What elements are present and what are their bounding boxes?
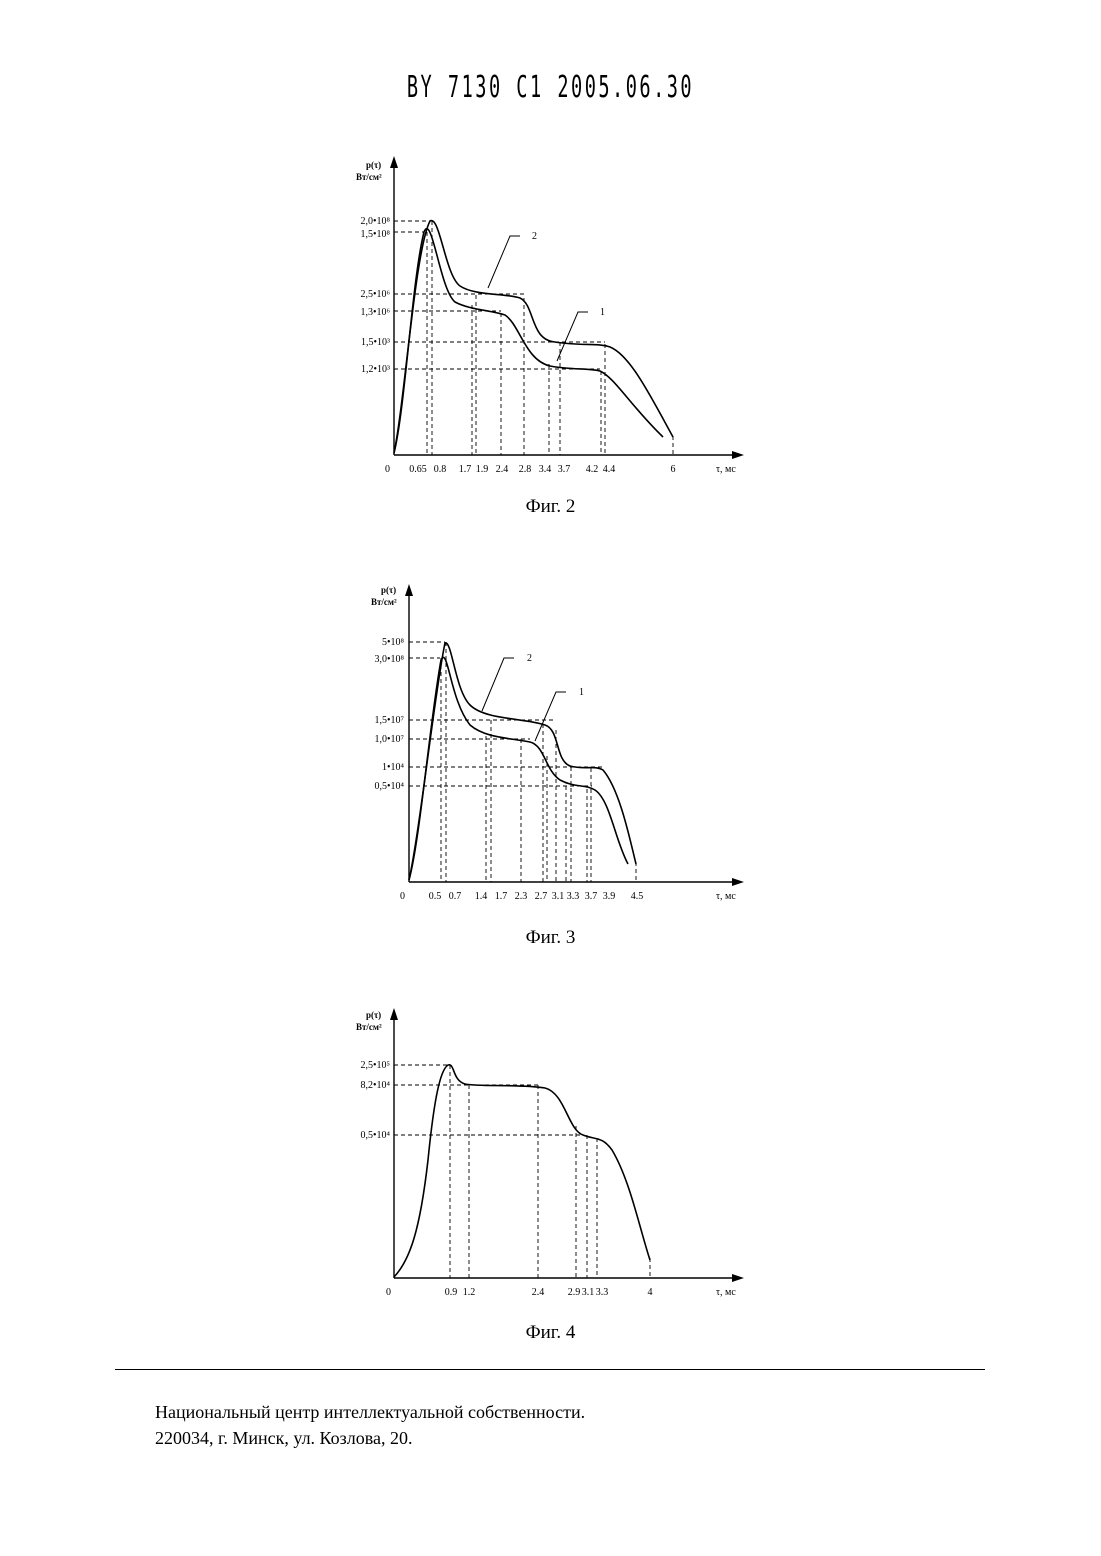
y-tick-label: 1,5•10⁷ xyxy=(375,715,405,726)
footer-line-1: Национальный центр интеллектуальной собс… xyxy=(155,1402,585,1423)
x-tick-label: 6 xyxy=(671,464,676,475)
x-tick-label: 1.4 xyxy=(475,891,488,902)
y-tick-label: 1,3•10⁶ xyxy=(361,307,391,318)
y-tick-label: 2,5•10⁶ xyxy=(361,289,391,300)
x-tick-labels: 0.5 0.7 1.4 1.7 2.3 2.7 3.1 3.3 3.7 3.9 … xyxy=(429,891,644,902)
y-tick-label: 5•10⁸ xyxy=(382,637,405,648)
x-tick-labels: 0.9 1.2 2.4 2.9 3.1 3.3 4 xyxy=(445,1287,653,1298)
x-tick-label: 0.65 xyxy=(409,464,427,475)
y-tick-labels: 2,5•10⁵ 8,2•10⁴ 0,5•10⁴ xyxy=(361,1060,391,1141)
vertical-guides xyxy=(427,221,673,455)
y-axis-title: p(τ) xyxy=(366,160,381,170)
x-tick-label: 4.5 xyxy=(631,891,644,902)
x-tick-label: 1.7 xyxy=(459,464,472,475)
footer-line-2: 220034, г. Минск, ул. Козлова, 20. xyxy=(155,1428,413,1449)
y-axis-title: p(τ) xyxy=(381,585,396,595)
y-tick-labels: 2,0•10⁸ 1,5•10⁸ 2,5•10⁶ 1,3•10⁶ 1,5•10³ … xyxy=(361,216,391,375)
curve-1 xyxy=(409,657,628,880)
x-axis-arrow xyxy=(732,1274,744,1282)
figure-4-chart: p(τ) Вт/см² τ, мс 0 2,5•10⁵ 8,2•10⁴ 0,5•… xyxy=(0,998,1101,1318)
figure-3-chart: 2 1 p(τ) Вт/см² τ, мс 0 5•10⁸ 3,0•10⁸ 1,… xyxy=(0,570,1101,910)
y-axis-arrow xyxy=(390,156,398,168)
x-tick-label: 2.8 xyxy=(519,464,532,475)
figure-2-caption: Фиг. 2 xyxy=(0,496,1101,518)
y-tick-label: 0,5•10⁴ xyxy=(361,1130,391,1141)
x-tick-label: 2.3 xyxy=(515,891,528,902)
curve-2 xyxy=(394,221,673,453)
horizontal-guides xyxy=(394,1065,584,1135)
origin-label: 0 xyxy=(385,464,390,475)
curve-2 xyxy=(409,643,636,880)
x-tick-label: 3.3 xyxy=(596,1287,609,1298)
x-tick-label: 3.7 xyxy=(585,891,598,902)
curve-2-leader xyxy=(482,658,514,711)
y-tick-label: 0,5•10⁴ xyxy=(375,781,405,792)
curve-1-leader xyxy=(535,692,566,741)
x-tick-label: 3.7 xyxy=(558,464,571,475)
x-tick-label: 0.7 xyxy=(449,891,462,902)
origin-label: 0 xyxy=(400,891,405,902)
x-tick-label: 4.2 xyxy=(586,464,599,475)
figure-2-chart: 2 1 p(τ) Вт/см² τ, мс 0 2,0•10⁸ 1,5•10⁸ … xyxy=(0,140,1101,480)
y-tick-labels: 5•10⁸ 3,0•10⁸ 1,5•10⁷ 1,0•10⁷ 1•10⁴ 0,5•… xyxy=(375,637,405,792)
x-tick-label: 4 xyxy=(648,1287,653,1298)
curve-2-leader xyxy=(488,236,520,288)
y-tick-label: 1,5•10⁸ xyxy=(361,229,391,240)
x-tick-labels: 0.65 0.8 1.7 1.9 2.4 2.8 3.4 3.7 4.2 4.4… xyxy=(409,464,675,475)
x-tick-label: 1.7 xyxy=(495,891,508,902)
x-tick-label: 1.2 xyxy=(463,1287,476,1298)
y-tick-label: 1,2•10³ xyxy=(361,364,390,375)
y-tick-label: 2,0•10⁸ xyxy=(361,216,391,227)
curve-2-label: 2 xyxy=(527,653,532,664)
y-tick-label: 1,5•10³ xyxy=(361,337,390,348)
y-tick-label: 3,0•10⁸ xyxy=(375,654,405,665)
x-tick-label: 0.9 xyxy=(445,1287,458,1298)
x-axis-title: τ, мс xyxy=(716,1287,736,1298)
y-tick-label: 1,0•10⁷ xyxy=(375,734,405,745)
curve-2-label: 2 xyxy=(532,231,537,242)
x-tick-label: 2.4 xyxy=(496,464,509,475)
y-axis-unit: Вт/см² xyxy=(356,172,382,182)
y-tick-label: 1•10⁴ xyxy=(382,762,405,773)
figure-3-caption: Фиг. 3 xyxy=(0,927,1101,949)
curve-1-label: 1 xyxy=(600,307,605,318)
x-tick-label: 4.4 xyxy=(603,464,616,475)
x-tick-label: 3.3 xyxy=(567,891,580,902)
curve xyxy=(394,1065,650,1277)
document-header: BY 7130 C1 2005.06.30 xyxy=(209,70,892,105)
y-axis-unit: Вт/см² xyxy=(356,1022,382,1032)
x-axis-title: τ, мс xyxy=(716,464,736,475)
y-axis-arrow xyxy=(390,1008,398,1020)
x-tick-label: 2.7 xyxy=(535,891,548,902)
horizontal-guides xyxy=(409,642,602,786)
curve-1-leader xyxy=(557,312,588,361)
x-axis-title: τ, мс xyxy=(716,891,736,902)
y-tick-label: 8,2•10⁴ xyxy=(361,1080,391,1091)
x-tick-label: 1.9 xyxy=(476,464,489,475)
x-tick-label: 3.1 xyxy=(582,1287,595,1298)
x-tick-label: 3.1 xyxy=(552,891,565,902)
vertical-guides xyxy=(441,642,636,882)
x-tick-label: 3.4 xyxy=(539,464,552,475)
y-tick-label: 2,5•10⁵ xyxy=(361,1060,391,1071)
x-tick-label: 0.5 xyxy=(429,891,442,902)
origin-label: 0 xyxy=(386,1287,391,1298)
curve-1 xyxy=(394,229,663,453)
y-axis-title: p(τ) xyxy=(366,1010,381,1020)
x-axis-arrow xyxy=(732,451,744,459)
figure-4-caption: Фиг. 4 xyxy=(0,1322,1101,1344)
y-axis-arrow xyxy=(405,584,413,596)
footer-divider xyxy=(115,1369,985,1370)
y-axis-unit: Вт/см² xyxy=(371,597,397,607)
x-tick-label: 2.4 xyxy=(532,1287,545,1298)
curve-1-label: 1 xyxy=(579,687,584,698)
x-tick-label: 3.9 xyxy=(603,891,616,902)
vertical-guides xyxy=(450,1065,650,1278)
x-axis-arrow xyxy=(732,878,744,886)
x-tick-label: 0.8 xyxy=(434,464,447,475)
x-tick-label: 2.9 xyxy=(568,1287,581,1298)
